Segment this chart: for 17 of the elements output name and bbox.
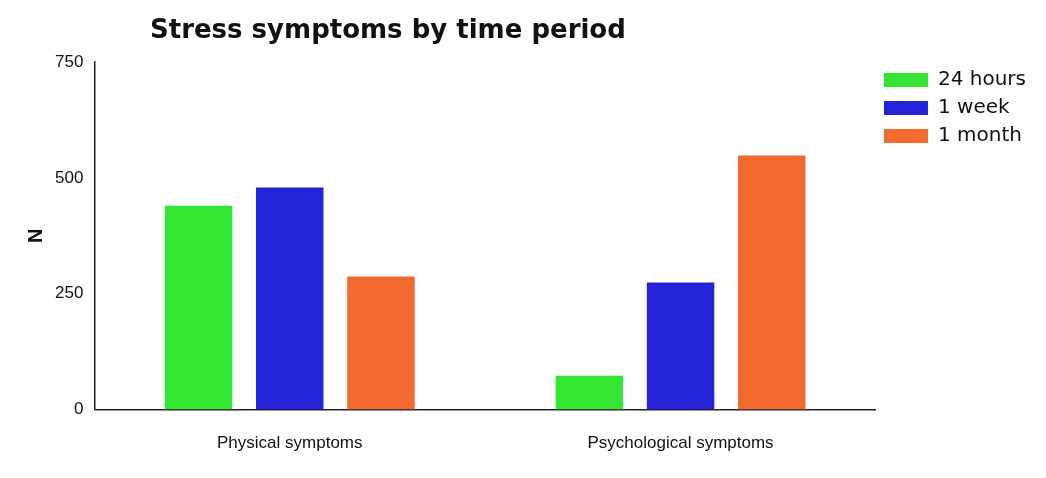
y-tick-label: 750 bbox=[54, 51, 84, 71]
legend-label: 1 week bbox=[937, 94, 1011, 119]
bar bbox=[347, 276, 415, 410]
x-tick-label: Psychological symptoms bbox=[587, 433, 774, 453]
bar bbox=[738, 155, 806, 410]
y-axis-title: N bbox=[23, 228, 46, 244]
bar bbox=[256, 187, 324, 410]
bar bbox=[164, 205, 233, 410]
chart-title: Stress symptoms by time period bbox=[150, 14, 626, 44]
bar bbox=[646, 282, 715, 410]
y-tick-label: 0 bbox=[73, 399, 84, 419]
y-tick-label: 500 bbox=[54, 167, 84, 187]
y-tick-label: 250 bbox=[54, 283, 84, 303]
legend-label: 1 month bbox=[937, 122, 1022, 147]
legend-label: 24 hours bbox=[937, 66, 1027, 91]
bar bbox=[555, 375, 624, 410]
x-tick-label: Physical symptoms bbox=[217, 433, 363, 453]
